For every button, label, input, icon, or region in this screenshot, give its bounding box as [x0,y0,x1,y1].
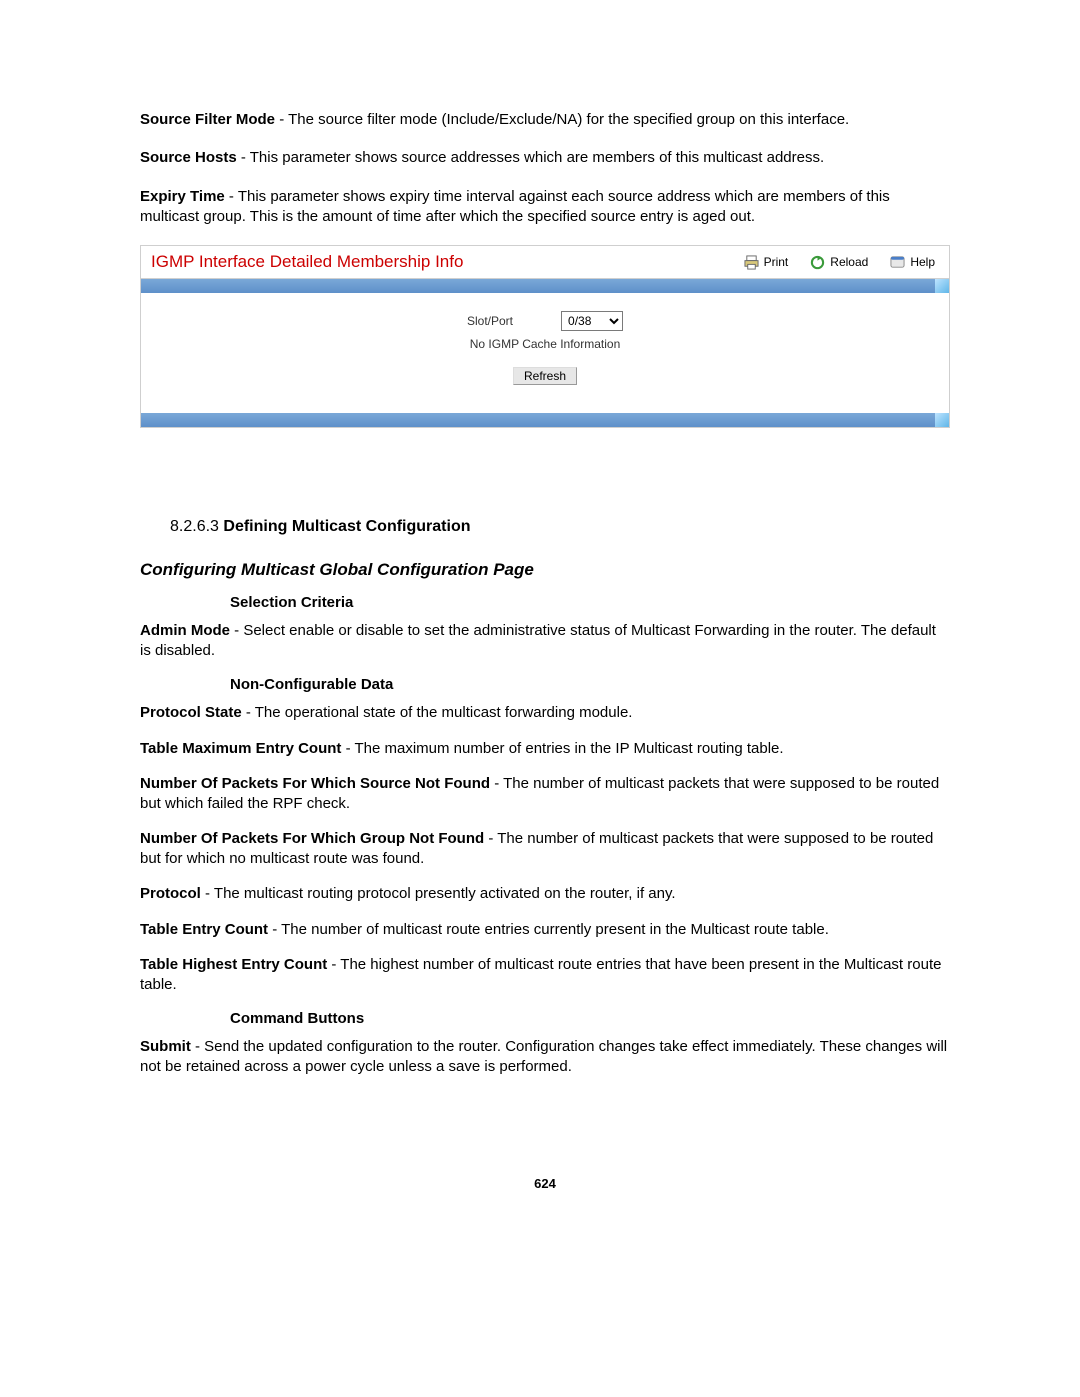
definition-protocol: Protocol - The multicast routing protoco… [140,884,950,904]
panel-bottom-bar [141,413,949,427]
definition-table-max-entry: Table Maximum Entry Count - The maximum … [140,739,950,759]
definition-packets-group-not-found: Number Of Packets For Which Group Not Fo… [140,829,950,868]
definition-source-hosts: Source Hosts - This parameter shows sour… [140,148,950,168]
slot-port-label: Slot/Port [467,314,513,328]
panel-actions: Print Reload Help [744,255,935,270]
definition-source-filter-mode: Source Filter Mode - The source filter m… [140,110,950,130]
definition-text: - The multicast routing protocol present… [201,885,676,902]
section-subtitle: Configuring Multicast Global Configurati… [140,560,950,580]
slot-port-select[interactable]: 0/38 [561,311,623,331]
selection-criteria-heading: Selection Criteria [230,594,950,611]
cache-info-message: No IGMP Cache Information [151,337,939,351]
print-button[interactable]: Print [744,255,789,270]
refresh-button[interactable]: Refresh [513,367,577,385]
page-number: 624 [140,1176,950,1191]
definition-expiry-time: Expiry Time - This parameter shows expir… [140,187,950,228]
term: Admin Mode [140,622,230,639]
help-button[interactable]: Help [890,255,935,270]
term: Submit [140,1038,191,1055]
term: Table Highest Entry Count [140,956,327,973]
document-page: Source Filter Mode - The source filter m… [0,0,1080,1251]
section-number: 8.2.6.3 [170,518,219,535]
definition-packets-source-not-found: Number Of Packets For Which Source Not F… [140,774,950,813]
reload-label: Reload [830,255,868,269]
reload-button[interactable]: Reload [810,255,868,270]
definition-submit: Submit - Send the updated configuration … [140,1037,950,1076]
definition-text: - The maximum number of entries in the I… [341,740,783,757]
panel-title: IGMP Interface Detailed Membership Info [151,252,463,272]
non-configurable-heading: Non-Configurable Data [230,676,950,693]
definition-text: - The operational state of the multicast… [242,704,633,721]
definition-admin-mode: Admin Mode - Select enable or disable to… [140,621,950,660]
section-title: Defining Multicast Configuration [223,518,470,535]
term: Table Entry Count [140,921,268,938]
term: Protocol State [140,704,242,721]
igmp-panel: IGMP Interface Detailed Membership Info … [140,245,950,428]
term: Expiry Time [140,188,225,205]
definition-text: - The source filter mode (Include/Exclud… [275,111,849,128]
help-label: Help [910,255,935,269]
command-buttons-heading: Command Buttons [230,1010,950,1027]
definition-text: - This parameter shows source addresses … [237,149,824,166]
section-heading: 8.2.6.3 Defining Multicast Configuration [170,518,950,536]
print-label: Print [764,255,789,269]
term: Number Of Packets For Which Group Not Fo… [140,830,484,847]
panel-top-bar [141,279,949,293]
panel-header: IGMP Interface Detailed Membership Info … [141,246,949,279]
help-icon [890,255,905,270]
term: Source Filter Mode [140,111,275,128]
definition-table-entry-count: Table Entry Count - The number of multic… [140,920,950,940]
definition-table-highest-entry: Table Highest Entry Count - The highest … [140,955,950,994]
term: Table Maximum Entry Count [140,740,341,757]
term: Number Of Packets For Which Source Not F… [140,775,490,792]
definition-text: - This parameter shows expiry time inter… [140,188,890,225]
definition-protocol-state: Protocol State - The operational state o… [140,703,950,723]
reload-icon [810,255,825,270]
slot-port-row: Slot/Port 0/38 [467,311,623,331]
term: Source Hosts [140,149,237,166]
print-icon [744,255,759,270]
term: Protocol [140,885,201,902]
definition-text: - Select enable or disable to set the ad… [140,622,936,659]
definition-text: - Send the updated configuration to the … [140,1038,947,1075]
panel-body: Slot/Port 0/38 No IGMP Cache Information… [141,293,949,413]
definition-text: - The number of multicast route entries … [268,921,829,938]
